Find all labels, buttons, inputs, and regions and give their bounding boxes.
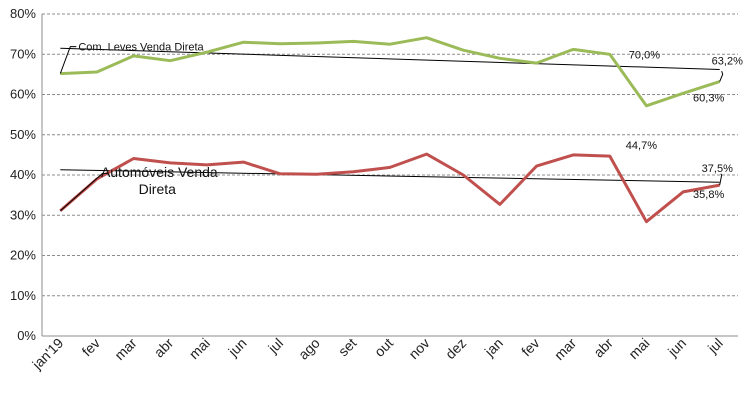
series-lines	[59, 36, 721, 224]
leader-line	[719, 173, 723, 186]
y-tick-label: 30%	[10, 207, 36, 222]
x-tick-label: mar	[111, 335, 140, 364]
y-tick-label: 50%	[10, 127, 36, 142]
x-tick-label: jul	[704, 335, 726, 357]
series-labels: Com. Leves Venda Direta Automóveis Venda…	[78, 42, 218, 197]
x-tick-label: jun	[664, 335, 689, 360]
x-tick-label: abr	[590, 335, 616, 361]
x-tick-label: set	[335, 335, 360, 360]
y-tick-label: 0%	[17, 328, 36, 343]
y-tick-label: 20%	[10, 248, 36, 263]
annotation-leves-jun: 60,3%	[693, 93, 724, 105]
y-tick-label: 80%	[10, 6, 36, 21]
series-line	[60, 36, 721, 108]
annotation-leves-jul: 63,2%	[712, 55, 743, 67]
annotation-auto-jul: 37,5%	[702, 163, 733, 175]
annotation-leves-abr: 70,0%	[629, 49, 660, 61]
leader-line	[59, 172, 104, 212]
trend-line	[60, 169, 720, 183]
y-tick-label: 60%	[10, 87, 36, 102]
y-axis-ticks: 0% 10% 20% 30% 40% 50% 60% 70% 80%	[10, 6, 36, 343]
x-tick-label: jul	[264, 335, 286, 357]
leader-line	[719, 71, 724, 82]
x-tick-label: ago	[295, 335, 323, 363]
x-tick-label: fev	[518, 335, 543, 360]
series-label-automoveis-line1: Automóveis Venda	[101, 164, 218, 180]
x-tick-label: mai	[186, 335, 213, 362]
series-line	[59, 152, 720, 224]
trend-lines	[60, 47, 720, 183]
y-tick-label: 40%	[10, 167, 36, 182]
leader-line	[59, 46, 77, 74]
x-tick-label: mar	[551, 335, 580, 364]
trend-line	[60, 47, 720, 71]
x-tick-label: jan	[481, 335, 506, 360]
x-tick-label: dez	[442, 335, 469, 362]
gridlines	[41, 13, 738, 337]
y-tick-label: 10%	[10, 288, 36, 303]
series-label-automoveis-line2: Direta	[139, 181, 177, 197]
y-tick-label: 70%	[10, 46, 36, 61]
leader-lines	[59, 46, 724, 212]
x-tick-label: jun	[224, 335, 249, 360]
x-axis-ticks: jan'19 fev mar abr mai jun jul ago set out nov dez j…	[28, 335, 726, 373]
x-tick-label: fev	[79, 335, 104, 360]
x-tick-label: abr	[151, 335, 177, 361]
x-tick-label: out	[371, 335, 396, 360]
x-tick-label: mai	[625, 335, 652, 362]
annotation-auto-jun: 35,8%	[693, 189, 724, 201]
series-label-com-leves: Com. Leves Venda Direta	[78, 42, 204, 54]
annotation-auto-abr: 44,7%	[626, 140, 657, 152]
x-tick-label: nov	[405, 335, 432, 362]
data-annotations: 70,0% 63,2% 60,3% 44,7% 37,5% 35,8%	[626, 49, 743, 201]
